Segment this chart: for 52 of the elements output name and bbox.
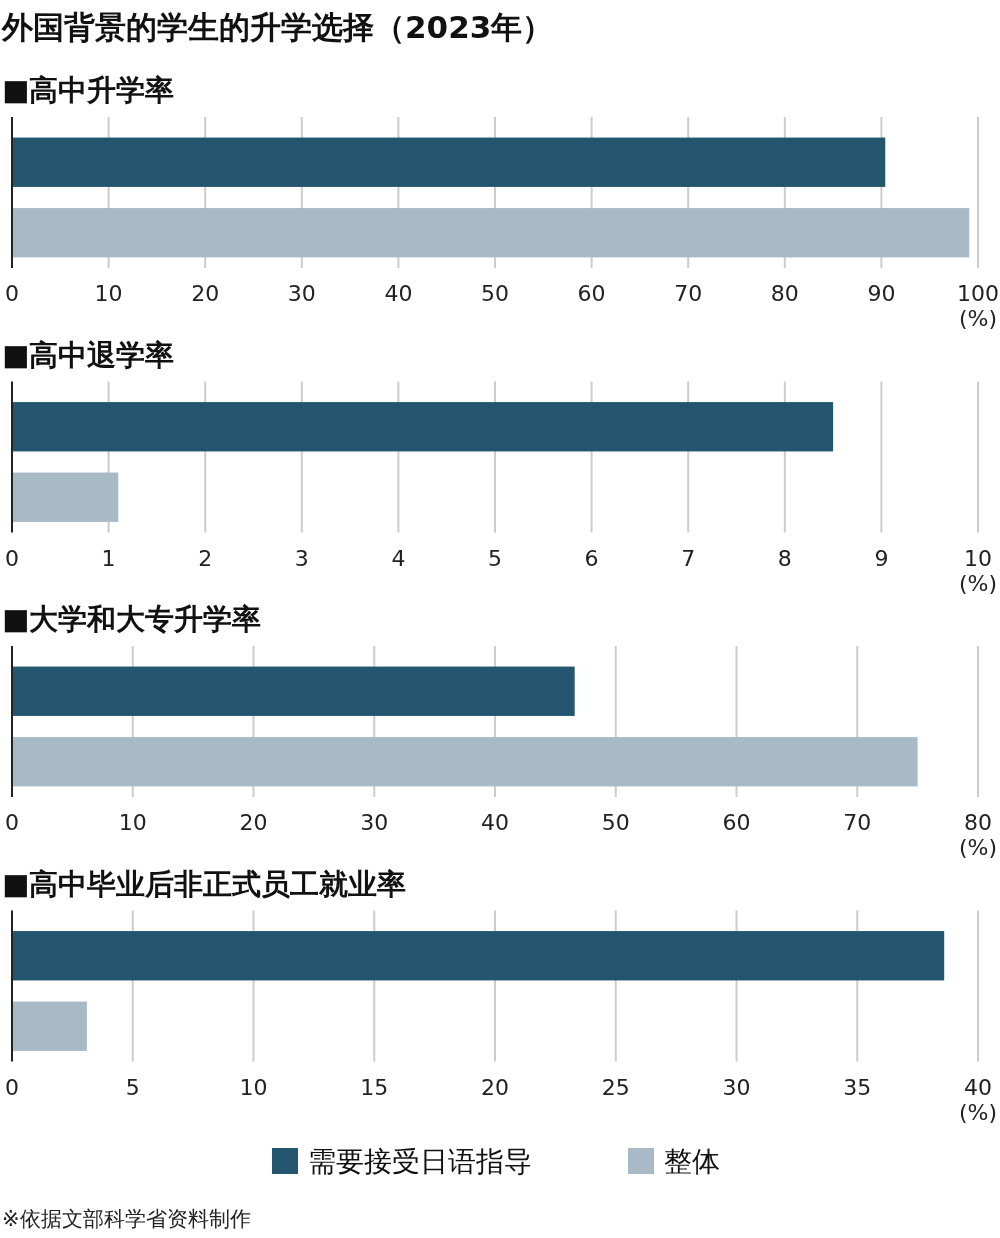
x-tick-label: 10 [94,281,123,306]
x-axis-title: (%) [958,306,998,331]
x-tick-label: 5 [125,1074,140,1100]
x-tick-label: 50 [601,810,630,835]
x-tick-label: 20 [191,281,220,306]
x-tick-label: 7 [681,545,696,571]
x-axis-title: (%) [958,1099,998,1125]
x-tick-label: 35 [843,1074,872,1100]
x-tick-label: 25 [601,1074,630,1100]
x-tick-label: 90 [867,281,896,306]
x-tick-label: 40 [481,810,509,835]
x-tick-label: 10 [118,810,147,835]
x-tick-label: 40 [384,281,413,306]
x-tick-label: 50 [481,281,509,306]
x-axis-title: (%) [958,570,998,596]
chart-title: 外国背景的学生的升学选择（2023年） [1,9,554,45]
x-tick-label: 100 [957,281,999,306]
x-tick-label: 20 [481,1074,509,1100]
x-tick-label: 1 [101,545,116,571]
x-tick-label: 3 [294,545,309,571]
x-tick-label: 20 [239,810,268,835]
x-tick-label: 30 [722,1074,751,1100]
x-tick-label: 60 [722,810,751,835]
x-tick-label: 4 [391,545,406,571]
chart-subtitle: ■高中毕业后非正式员工就业率 [2,866,407,901]
x-tick-label: 30 [287,281,316,306]
x-tick-label: 70 [843,810,872,835]
text: ※依据文部科学省资料制作 [2,1207,251,1231]
x-tick-label: 70 [674,281,703,306]
x-tick-label: 80 [770,281,799,306]
x-tick-label: 5 [488,545,502,571]
chart-subtitle: ■高中升学率 [2,73,175,107]
x-tick-label: 80 [964,810,992,835]
x-tick-label: 2 [198,545,213,571]
chart-subtitle: ■高中退学率 [2,337,175,372]
x-tick-label: 0 [5,545,19,571]
x-tick-label: 8 [777,545,792,571]
x-tick-label: 60 [577,281,606,306]
x-tick-label: 10 [964,545,992,571]
x-tick-label: 0 [5,281,19,306]
x-tick-label: 0 [5,1074,19,1100]
x-tick-label: 40 [964,1074,992,1100]
legend-label: 需要接受日语指导 [308,1145,532,1178]
x-tick-label: 10 [239,1074,268,1100]
x-tick-label: 6 [584,545,599,571]
x-tick-label: 15 [360,1074,389,1100]
chart-subtitle: ■大学和大专升学率 [2,602,262,636]
x-axis-title: (%) [958,835,998,860]
x-tick-label: 30 [360,810,389,835]
x-tick-label: 0 [5,810,19,835]
x-tick-label: 9 [874,545,889,571]
legend-label: 整体 [664,1145,720,1178]
